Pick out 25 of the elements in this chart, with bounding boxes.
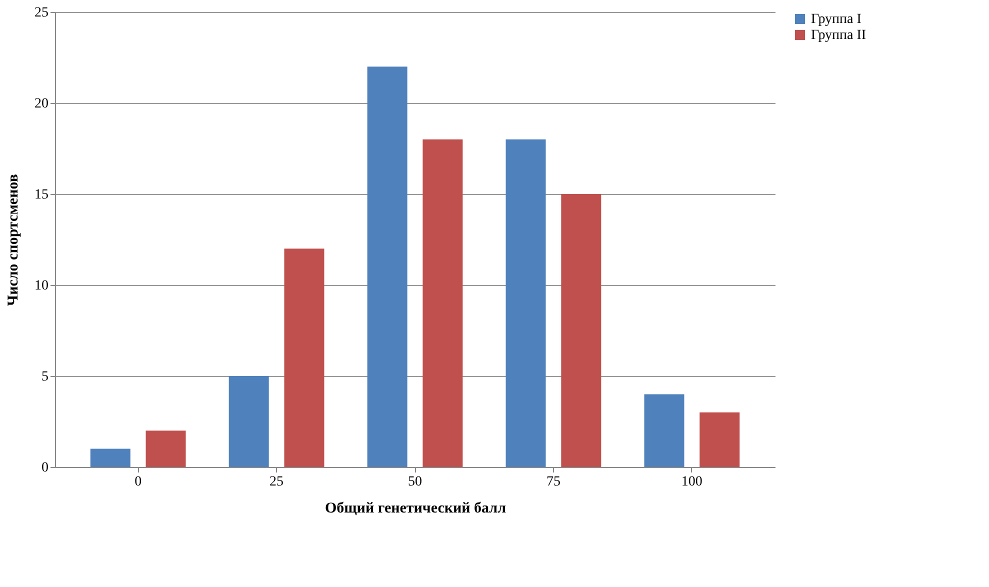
bar: [561, 194, 602, 467]
bar: [146, 430, 186, 467]
x-tick-label: 100: [681, 474, 702, 490]
y-tick-label: 15: [34, 188, 48, 202]
x-tick-label: 0: [134, 474, 142, 490]
bar: [506, 139, 546, 467]
y-tick-label: 0: [42, 460, 48, 476]
y-tick-label: 5: [42, 370, 48, 384]
bar: [367, 66, 408, 467]
bar: [90, 448, 130, 467]
bar: [644, 394, 684, 467]
legend-label: Группа II: [811, 28, 866, 43]
x-axis-title: Общий генетический балл: [324, 500, 507, 516]
y-tick-label: 10: [34, 278, 48, 294]
y-tick-label: 25: [34, 6, 48, 20]
x-tick-label: 25: [270, 474, 284, 490]
legend-label: Группа I: [811, 12, 862, 27]
x-tick-label: 50: [408, 474, 422, 490]
y-tick-label: 20: [34, 96, 48, 112]
bar: [700, 412, 740, 467]
bar: [228, 376, 269, 467]
bar: [422, 139, 463, 467]
x-tick-label: 75: [546, 474, 560, 490]
y-axis-title: Число спортсменов: [6, 174, 22, 306]
bar: [284, 248, 324, 467]
